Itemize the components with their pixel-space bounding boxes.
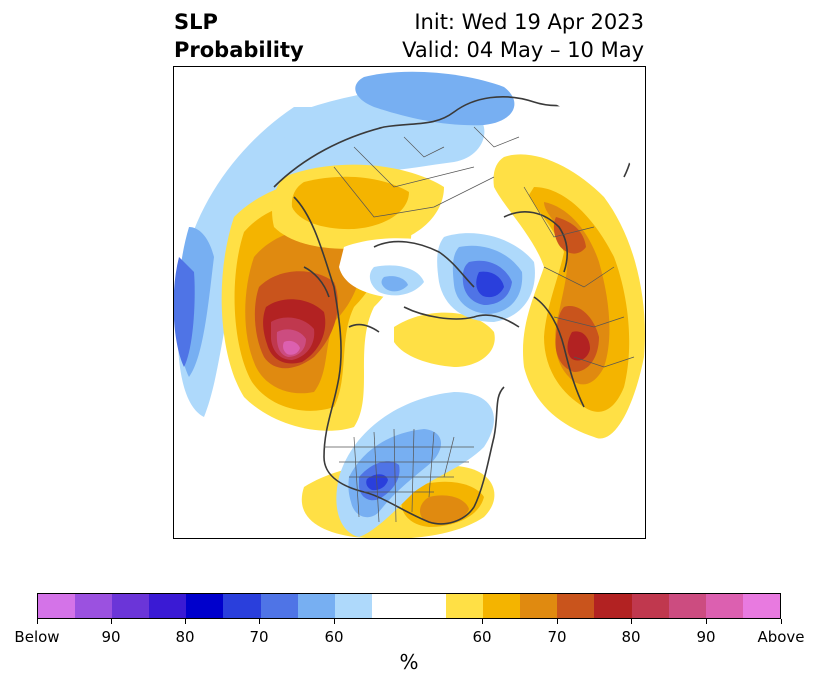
colorbar-tick-mark	[259, 619, 260, 624]
colorbar-tick-label: 60	[472, 628, 492, 646]
colorbar-segment	[705, 594, 743, 618]
colorbar-tick-mark	[706, 619, 707, 624]
title-left: SLP Probability	[174, 8, 304, 64]
colorbar-tick-mark	[631, 619, 632, 624]
colorbar-tick-label: Below	[14, 628, 60, 646]
colorbar-tick-mark	[37, 619, 38, 624]
colorbar-tick-mark	[781, 619, 782, 624]
colorbar-segment	[446, 594, 484, 618]
colorbar-tick-label: 80	[621, 628, 641, 646]
colorbar-tick-label: 90	[696, 628, 716, 646]
colorbar-segment	[75, 594, 113, 618]
canada-above	[394, 312, 495, 367]
valid-range: Valid: 04 May – 10 May	[402, 38, 644, 62]
colorbar-tick-label: 60	[324, 628, 344, 646]
colorbar-tick-mark	[482, 619, 483, 624]
colorbar-segment	[520, 594, 558, 618]
colorbar-segment	[557, 594, 595, 618]
colorbar-segment	[260, 594, 298, 618]
colorbar-segment	[483, 594, 521, 618]
title-right: Init: Wed 19 Apr 2023 Valid: 04 May – 10…	[402, 8, 644, 64]
title-variable: SLP	[174, 10, 218, 34]
colorbar-tick-mark	[557, 619, 558, 624]
colorbar-segment	[186, 594, 224, 618]
colorbar-segment	[297, 594, 335, 618]
colorbar-segment	[223, 594, 261, 618]
colorbar-tick-label: 90	[101, 628, 121, 646]
colorbar-segment	[371, 594, 447, 618]
colorbar-segment	[38, 594, 76, 618]
colorbar-tick-mark	[334, 619, 335, 624]
western-europe-above	[493, 154, 645, 439]
colorbar-tick-label: 70	[249, 628, 269, 646]
colorbar-tick-label: 70	[547, 628, 567, 646]
colorbar-tick-label: 80	[175, 628, 195, 646]
colorbar-tick-mark	[185, 619, 186, 624]
colorbar-segment	[631, 594, 669, 618]
probability-map	[173, 66, 646, 539]
barents-kara-below	[437, 233, 535, 322]
colorbar-segment	[334, 594, 372, 618]
title-product: Probability	[174, 38, 304, 62]
colorbar-segment	[668, 594, 706, 618]
borders	[324, 126, 635, 523]
colorbar-units: %	[399, 650, 419, 674]
colorbar-tick-label: Above	[757, 628, 805, 646]
colorbar-tick-mark	[111, 619, 112, 624]
colorbar	[37, 593, 781, 619]
colorbar-segment	[112, 594, 150, 618]
colorbar-segment	[594, 594, 632, 618]
map-svg	[174, 67, 645, 538]
init-date: Init: Wed 19 Apr 2023	[414, 10, 644, 34]
pacific-rim-below	[174, 71, 515, 417]
colorbar-segment	[149, 594, 187, 618]
colorbar-segment	[742, 594, 780, 618]
north-pacific-above	[221, 177, 412, 431]
